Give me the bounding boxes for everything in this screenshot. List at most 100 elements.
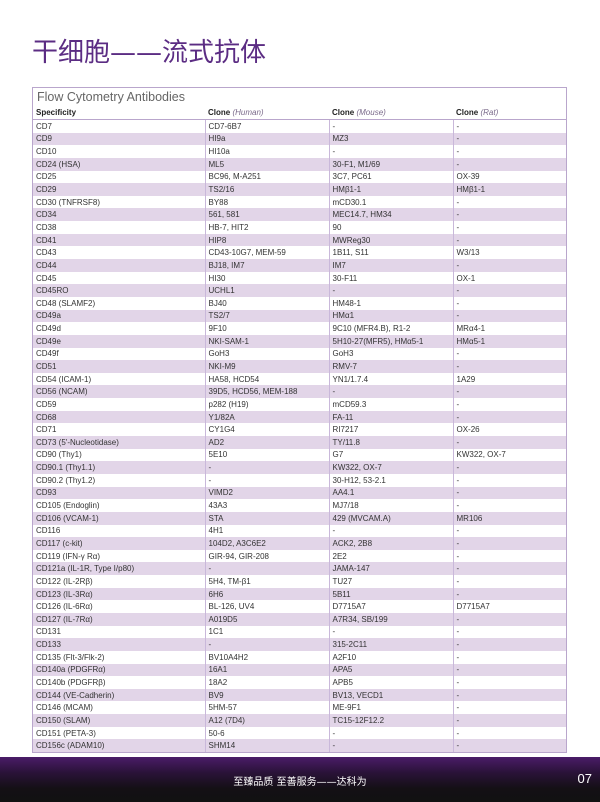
- cell-specificity: CD119 (IFN-γ Rα): [36, 551, 101, 561]
- footer-bar: 至臻品质 至善服务——达科为 07: [0, 757, 600, 802]
- cell-clone-mouse: HMβ1-1: [328, 183, 453, 196]
- table-row: CD45RO UCHL1- -: [33, 284, 566, 297]
- table-row: CD68 Y1/82A FA-11-: [33, 410, 566, 424]
- cell-clone-rat: 1A29: [452, 372, 566, 386]
- table-row: CD34 561, 581 MEC14.7, HM34-: [33, 208, 566, 222]
- header-clone-rat: Clone (Rat): [453, 106, 566, 120]
- table-row: CD43 CD43-10G7, MEM-59 1B11, S11 W3/13: [33, 246, 566, 260]
- cell-clone-human: 50-6: [204, 726, 329, 740]
- cell-clone-human: HI30: [204, 271, 329, 285]
- cell-clone-rat: -: [452, 221, 566, 234]
- cell-specificity: CD44: [33, 259, 205, 272]
- cell-clone-rat: -: [452, 663, 566, 677]
- cell-specificity: CD9: [33, 132, 205, 146]
- cell-clone-rat: -: [452, 650, 566, 664]
- cell-specificity: CD123 (IL-3Rα): [33, 587, 205, 601]
- cell-clone-mouse: 5H10-27(MFR5), HMα5-1: [328, 334, 453, 348]
- cell-clone-rat: MRα4-1: [452, 322, 566, 335]
- header-clone-human: Clone (Human): [205, 106, 329, 120]
- cell-specificity: CD54 (ICAM-1): [36, 374, 92, 384]
- cell-specificity: CD71: [36, 425, 57, 435]
- cell-clone-mouse: 30-F1, M1/69: [328, 157, 453, 171]
- table-row: CD119 (IFN-γ Rα) GIR-94, GIR-208 2E2-: [33, 549, 566, 563]
- cell-specificity: CD56 (NCAM): [33, 385, 205, 399]
- cell-specificity: CD151 (PETA-3): [36, 728, 96, 738]
- cell-clone-mouse: 9C10 (MFR4.B), R1-2: [328, 322, 453, 335]
- cell-clone-rat: -: [452, 195, 566, 209]
- cell-specificity: CD7: [36, 121, 53, 131]
- cell-specificity: CD106 (VCAM-1): [33, 511, 205, 525]
- cell-clone-human: HI9a: [204, 132, 329, 146]
- footer-slogan: 至臻品质 至善服务——达科为: [233, 777, 367, 788]
- cell-clone-mouse: 30-H12, 53-2.1: [328, 473, 453, 487]
- table-row: CD105 (Endoglin) 43A3 MJ7/18-: [33, 499, 566, 512]
- table-row: CD44 BJ18, IM7 IM7-: [33, 259, 566, 272]
- cell-clone-rat: -: [452, 259, 566, 272]
- cell-clone-human: NKI-SAM-1: [204, 334, 329, 348]
- cell-clone-mouse: BV13, VECD1: [328, 688, 453, 702]
- cell-clone-human: HIP8: [204, 233, 329, 247]
- cell-clone-human: 43A3: [204, 499, 329, 512]
- cell-clone-mouse: AA4.1: [328, 486, 453, 500]
- table-row: CD90.2 (Thy1.2) -30-H12, 53-2.1-: [33, 473, 566, 487]
- cell-clone-human: BY88: [204, 195, 329, 209]
- cell-clone-mouse: MEC14.7, HM34: [328, 208, 453, 222]
- cell-clone-rat: KW322, OX-7: [452, 448, 566, 462]
- cell-clone-rat: -: [452, 347, 566, 361]
- header-label: Clone: [332, 108, 355, 117]
- cell-clone-human: HI10a: [204, 145, 329, 158]
- cell-clone-mouse: -: [328, 524, 453, 538]
- cell-clone-human: HB-7, HIT2: [204, 221, 329, 234]
- cell-clone-human: 104D2, A3C6E2: [204, 537, 329, 550]
- cell-clone-mouse: -: [328, 739, 453, 753]
- cell-clone-rat: OX-39: [452, 170, 566, 184]
- table-row: CD41 HIP8 MWReg30-: [33, 233, 566, 247]
- cell-clone-rat: -: [452, 296, 566, 310]
- cell-clone-rat: -: [452, 625, 566, 639]
- cell-clone-human: -: [204, 638, 329, 651]
- cell-clone-mouse: MWReg30: [328, 233, 453, 247]
- cell-clone-rat: -: [452, 145, 566, 158]
- cell-clone-human: CD43-10G7, MEM-59: [204, 246, 329, 260]
- cell-clone-mouse: 1B11, S11: [328, 246, 453, 260]
- cell-clone-human: ML5: [204, 157, 329, 171]
- cell-specificity: CD140b (PDGFRβ): [36, 678, 106, 687]
- cell-clone-rat: -: [452, 726, 566, 740]
- cell-clone-mouse: -: [328, 625, 453, 639]
- cell-clone-mouse: IM7: [328, 259, 453, 272]
- cell-specificity: CD135 (Flt-3/Flk-2): [36, 652, 105, 662]
- cell-clone-rat: -: [452, 714, 566, 727]
- header-species: (Rat): [480, 108, 499, 117]
- table-row: CD54 (ICAM-1) HA58, HCD54 YN1/1.7.4 1A29: [33, 372, 566, 386]
- cell-specificity: CD51: [33, 360, 205, 373]
- table-row: CD131 1C1- -: [33, 625, 566, 639]
- cell-clone-rat: -: [452, 549, 566, 563]
- cell-clone-rat: -: [452, 587, 566, 601]
- cell-clone-rat: HMα5-1: [452, 334, 566, 348]
- cell-clone-mouse: ACK2, 2B8: [328, 537, 453, 550]
- table-row: CD151 (PETA-3) 50-6- -: [33, 726, 566, 740]
- cell-clone-human: STA: [204, 511, 329, 525]
- cell-specificity: CD49a: [33, 309, 205, 323]
- cell-specificity: CD146 (MCAM): [36, 703, 93, 713]
- cell-specificity: CD34: [33, 208, 205, 222]
- cell-clone-human: TS2/7: [204, 309, 329, 323]
- cell-clone-human: UCHL1: [204, 284, 329, 297]
- cell-clone-human: p282 (H19): [204, 398, 329, 411]
- cell-specificity: CD10: [36, 147, 57, 157]
- cell-clone-rat: -: [452, 233, 566, 247]
- table-row: CD126 (IL-6Rα) BL-126, UV4 D7715A7 D7715A7: [33, 600, 566, 613]
- cell-specificity: CD122 (IL-2Rβ): [36, 576, 93, 586]
- table-row: CD90.1 (Thy1.1) - KW322, OX-7-: [33, 461, 566, 474]
- cell-clone-rat: W3/13: [452, 246, 566, 260]
- cell-specificity: CD68: [33, 410, 205, 424]
- cell-specificity: CD116: [36, 526, 61, 536]
- table-row: CD9 HI9a MZ3-: [33, 132, 566, 146]
- cell-clone-rat: -: [452, 612, 566, 626]
- cell-clone-mouse: RMV-7: [328, 360, 453, 373]
- cell-clone-human: 39D5, HCD56, MEM-188: [204, 385, 329, 399]
- cell-clone-human: -: [204, 473, 329, 487]
- cell-clone-mouse: -: [328, 284, 453, 297]
- cell-clone-rat: -: [452, 309, 566, 323]
- cell-clone-rat: -: [452, 436, 566, 449]
